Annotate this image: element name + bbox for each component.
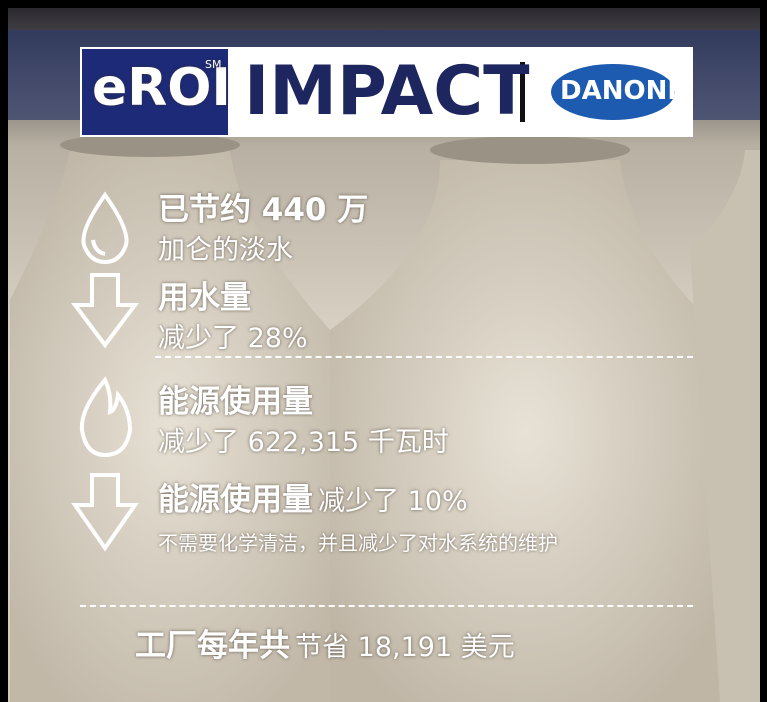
headline-row: 能源使用量 减少了 10% [158,474,468,519]
detail: 不需要化学清洁，并且减少了对水系统的维护 [158,527,558,556]
logo-mark: SM [205,58,221,71]
footer-bold: 工厂每年共 [135,628,290,664]
headline: 能源使用量 [158,376,313,421]
divider [80,605,693,607]
brand: DANONE [560,76,685,106]
headline: 能源使用量 [158,482,313,518]
infographic: eROI SM IMPACT DANONE 已节约 440 万 加仑的淡水 用水… [0,0,767,702]
detail: 加仑的淡水 [158,228,293,267]
footer-rest: 节省 18,191 美元 [295,632,515,663]
headline: 用水量 [158,272,251,317]
footer: 工厂每年共 节省 18,191 美元 [135,620,515,665]
headline-rest: 减少了 10% [318,486,468,517]
divider [155,356,693,358]
detail: 减少了 622,315 千瓦时 [158,420,449,459]
title: IMPACT [244,52,529,131]
headline: 已节约 440 万 [158,184,368,229]
detail: 减少了 28% [158,316,308,355]
